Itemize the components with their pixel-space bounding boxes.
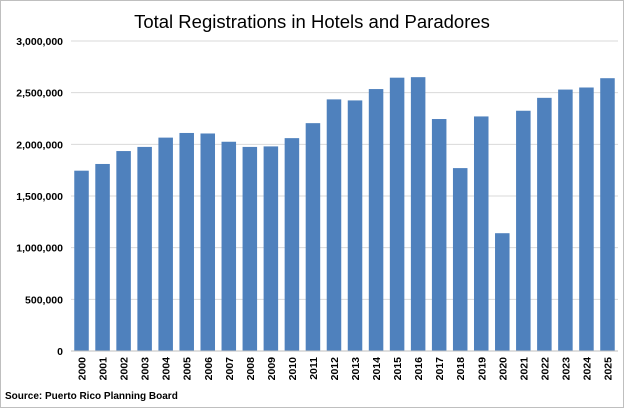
y-tick-label: 2,500,000 xyxy=(16,88,63,100)
x-tick-label: 2008 xyxy=(245,357,257,381)
x-tick-label: 2007 xyxy=(224,357,236,381)
bar-2021 xyxy=(516,110,531,351)
bar-2000 xyxy=(74,170,89,351)
chart-title: Total Registrations in Hotels and Parado… xyxy=(134,11,490,32)
x-tick-label: 2001 xyxy=(98,357,110,381)
bar-2019 xyxy=(473,116,489,351)
bar-2011 xyxy=(305,123,321,352)
bar-2016 xyxy=(410,77,426,352)
x-tick-label: 2010 xyxy=(287,357,299,381)
bar-2024 xyxy=(579,87,594,351)
bar-2022 xyxy=(537,97,552,351)
bar-2017 xyxy=(431,119,447,352)
x-tick-label: 2024 xyxy=(581,357,593,381)
bar-2013 xyxy=(347,100,363,352)
x-tick-label: 2002 xyxy=(119,357,131,381)
bar-2010 xyxy=(284,138,300,351)
x-tick-label: 2019 xyxy=(476,357,488,381)
y-tick-label: 1,000,000 xyxy=(16,243,63,255)
bar-2015 xyxy=(389,77,405,351)
bar-2014 xyxy=(368,89,384,352)
x-tick-label: 2018 xyxy=(455,357,467,381)
x-tick-label: 2009 xyxy=(266,357,278,381)
x-tick-label: 2006 xyxy=(203,357,215,381)
x-tick-label: 2022 xyxy=(539,357,551,381)
y-axis-tick-labels: 0 500,000 1,000,000 1,500,000 2,000,000 2,500… xyxy=(16,36,63,358)
x-tick-label: 2025 xyxy=(602,357,614,381)
bar-2001 xyxy=(95,163,110,351)
x-tick-label: 2013 xyxy=(350,357,362,381)
x-tick-label: 2011 xyxy=(308,357,320,380)
bar-2003 xyxy=(137,146,152,351)
x-tick-label: 2021 xyxy=(518,357,530,381)
x-tick-label: 2005 xyxy=(182,357,194,381)
bar-2008 xyxy=(242,146,258,351)
bar-2009 xyxy=(263,146,279,351)
x-tick-label: 2003 xyxy=(140,357,152,381)
y-tick-label: 0 xyxy=(57,346,63,358)
x-tick-label: 2016 xyxy=(413,357,425,381)
bar-2012 xyxy=(326,99,342,351)
source-note: Source: Puerto Rico Planning Board xyxy=(5,391,178,402)
x-tick-label: 2020 xyxy=(497,357,509,381)
x-tick-label: 2004 xyxy=(161,357,173,381)
x-tick-label: 2000 xyxy=(77,357,89,381)
bar-2007 xyxy=(221,141,237,351)
bar-2023 xyxy=(558,89,573,352)
x-tick-label: 2017 xyxy=(434,357,446,381)
bar-2018 xyxy=(452,168,468,351)
x-axis-tick-labels: 2000 2001 2002 2003 2004 2005 2006 2007 2008 2009… xyxy=(77,357,615,381)
bar-2005 xyxy=(179,132,194,351)
bar-2006 xyxy=(200,133,216,351)
x-tick-label: 2014 xyxy=(371,357,383,381)
bar-2004 xyxy=(158,137,173,351)
bar-2025 xyxy=(600,78,615,351)
bar-2002 xyxy=(116,151,131,351)
y-tick-label: 500,000 xyxy=(25,294,63,306)
bar-2020 xyxy=(495,233,510,351)
x-tick-label: 2015 xyxy=(392,357,404,381)
y-tick-label: 1,500,000 xyxy=(16,191,63,203)
y-tick-label: 3,000,000 xyxy=(16,36,63,48)
y-tick-label: 2,000,000 xyxy=(16,139,63,151)
x-tick-label: 2023 xyxy=(560,357,572,381)
gridlines xyxy=(71,40,618,300)
bars xyxy=(74,77,615,352)
x-tick-label: 2012 xyxy=(329,357,341,381)
